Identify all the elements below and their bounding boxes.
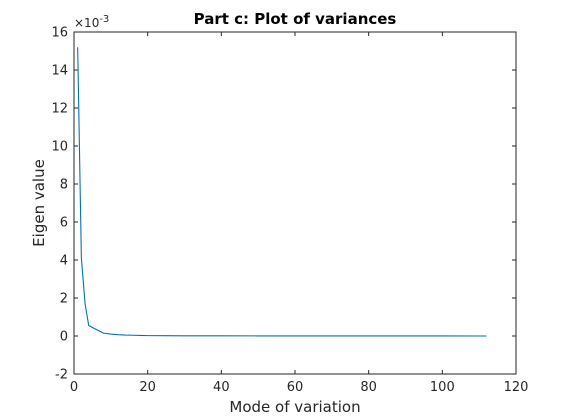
x-tick-label: 0	[70, 380, 78, 395]
y-tick-label: 6	[60, 216, 68, 231]
y-exponent-label: ×10-3	[74, 14, 109, 30]
y-tick-label: 10	[51, 140, 68, 155]
y-tick-label: 2	[60, 292, 68, 307]
y-tick-label: -2	[55, 368, 68, 383]
x-axis: 0 20 40 60 80 100 120	[70, 32, 529, 395]
y-tick-label: 14	[51, 64, 68, 79]
x-tick-label: 20	[139, 380, 156, 395]
x-axis-label: Mode of variation	[229, 398, 360, 416]
plot-area-box	[73, 31, 517, 375]
x-tick-label: 100	[430, 380, 455, 395]
y-tick-label: 16	[51, 26, 68, 41]
chart-title: Part c: Plot of variances	[194, 10, 397, 28]
y-exponent-power: -3	[99, 14, 109, 25]
y-tick-label: 8	[60, 178, 68, 193]
x-tick-label: 80	[360, 380, 377, 395]
x-tick-label: 120	[504, 380, 529, 395]
y-tick-label: 0	[60, 330, 68, 345]
y-tick-label: 12	[51, 102, 68, 117]
series-line	[77, 47, 487, 337]
y-axis-label: Eigen value	[30, 159, 48, 247]
x-tick-label: 40	[213, 380, 230, 395]
x-tick-label: 60	[287, 380, 304, 395]
y-axis: -2 0 2 4 6 8 10 12 14 16	[51, 26, 516, 383]
y-tick-label: 4	[60, 254, 68, 269]
y-exponent-base: ×10	[74, 16, 99, 30]
series-group	[77, 47, 487, 337]
